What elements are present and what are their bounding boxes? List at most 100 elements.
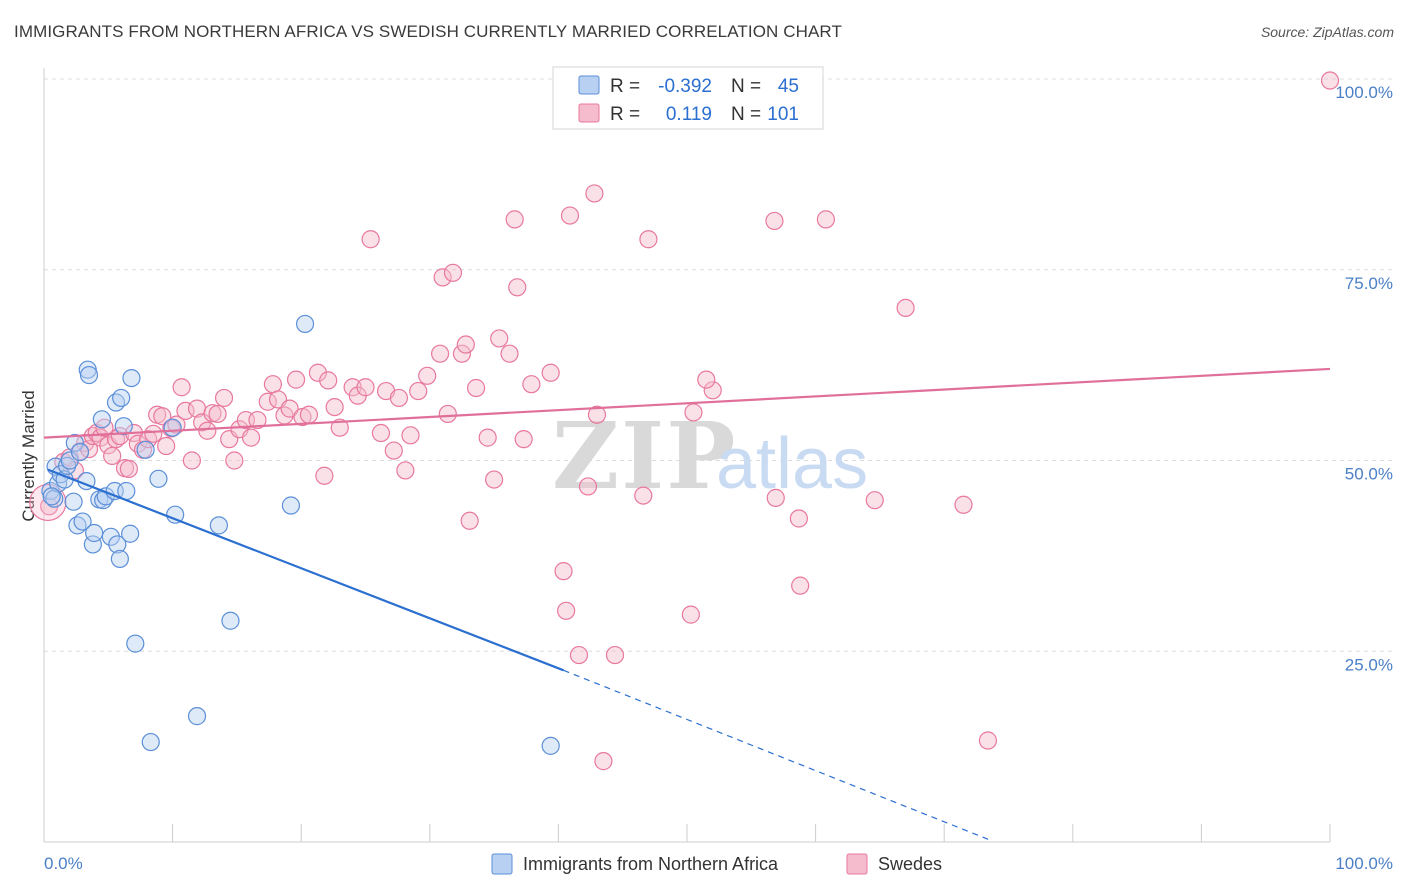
legend-n-label-pink: N = (731, 104, 761, 125)
northern-africa-point-32 (126, 634, 145, 653)
northern-africa-point-31 (122, 368, 141, 388)
swedes-point-67 (430, 344, 450, 363)
swedes-point-21 (144, 424, 163, 443)
swedes-point-47 (286, 370, 306, 389)
swedes-point-78 (500, 344, 519, 363)
swedes-extra-point-1 (789, 509, 808, 528)
watermark-zip: ZIP (552, 402, 737, 510)
northern-africa-point-12 (73, 512, 92, 531)
swedes-point-41 (248, 410, 267, 430)
swedes-point-66 (418, 366, 437, 385)
swedes-point-64 (401, 426, 420, 445)
gridlines (44, 78, 1393, 652)
swedes-point-68 (433, 268, 452, 287)
northern-africa-point-35 (149, 469, 168, 488)
legend-r-value-blue: -0.392 (658, 76, 712, 97)
swedes-point-63 (396, 461, 415, 480)
swedes-point-50 (308, 363, 328, 382)
swedes-point-83 (541, 363, 560, 382)
northern-africa-point-44 (42, 487, 61, 506)
swedes-extra-point-0 (697, 370, 716, 389)
northern-africa-point-37 (166, 505, 185, 524)
swedes-point-16 (119, 459, 138, 478)
swedes-extra-point-3 (865, 491, 884, 510)
x-axis-ticks (43, 824, 1331, 842)
y-tick-label-100: 100.0% (1335, 83, 1393, 102)
legend-swatch-pink (578, 103, 600, 123)
y-tick-labels: 25.0% 50.0% 75.0% 100.0% (1335, 83, 1393, 674)
northern-africa-point-28 (114, 417, 133, 436)
x-tick-label-max: 100.0% (1335, 854, 1393, 873)
swedes-point-98 (766, 488, 785, 507)
northern-africa-point-17 (85, 523, 104, 543)
swedes-point-82 (522, 375, 541, 394)
northern-africa-point-15 (79, 365, 99, 385)
swedes-point-73 (460, 511, 479, 530)
trend-line-northern-africa (47, 468, 564, 672)
bottom-legend-swatch-blue (491, 853, 513, 875)
swedes-point-70 (443, 263, 463, 282)
northern-africa-point-38 (187, 707, 207, 726)
series-northern-africa-points (41, 314, 560, 755)
swedes-point-100 (791, 576, 810, 595)
northern-africa-point-22 (101, 527, 120, 546)
swedes-point-75 (478, 428, 497, 447)
swedes-point-34 (208, 404, 227, 424)
bottom-legend-label-blue: Immigrants from Northern Africa (523, 854, 779, 874)
swedes-point-74 (466, 378, 486, 398)
y-tick-label-50: 50.0% (1345, 465, 1393, 484)
northern-africa-point-19 (92, 410, 111, 429)
x-tick-label-min: 0.0% (44, 854, 83, 873)
swedes-point-24 (157, 436, 176, 456)
swedes-point-29 (182, 451, 201, 470)
swedes-point-51 (315, 466, 334, 485)
swedes-point-28 (176, 401, 195, 421)
swedes-point-81 (514, 430, 533, 449)
northern-africa-point-34 (141, 732, 160, 752)
swedes-point-94 (634, 486, 653, 505)
watermark-atlas: atlas (716, 424, 868, 504)
bottom-legend-swatch-pink (846, 853, 868, 875)
swedes-point-85 (557, 601, 576, 620)
swedes-point-23 (153, 407, 172, 426)
swedes-cluster-point (29, 483, 67, 522)
swedes-point-35 (214, 388, 234, 408)
northern-africa-point-25 (108, 535, 127, 554)
legend-r-value-pink: 0.119 (666, 104, 712, 125)
series-legend: Immigrants from Northern Africa Swedes (491, 853, 942, 875)
swedes-point-69 (438, 404, 457, 424)
legend-swatch-blue (578, 75, 600, 95)
northern-africa-point-26 (110, 549, 129, 569)
swedes-point-97 (703, 381, 722, 400)
swedes-point-72 (456, 335, 475, 354)
swedes-point-43 (263, 375, 283, 394)
swedes-point-96 (684, 403, 703, 422)
y-axis-title: Currently Married (19, 390, 38, 521)
swedes-point-20 (139, 430, 158, 449)
northern-africa-point-43 (541, 736, 560, 755)
swedes-extra-point-6 (978, 731, 998, 750)
stats-legend: R = -0.392 N = 45 R = 0.119 N = 101 (552, 66, 824, 130)
swedes-point-32 (198, 421, 217, 440)
swedes-point-46 (280, 399, 299, 418)
northern-africa-point-1 (45, 489, 64, 508)
northern-africa-point-36 (163, 418, 182, 437)
swedes-point-90 (587, 405, 607, 424)
northern-africa-point-39 (209, 516, 228, 535)
swedes-point-91 (605, 645, 625, 665)
swedes-point-52 (319, 371, 338, 390)
legend-r-label-blue: R = (610, 76, 640, 97)
northern-africa-point-42 (295, 314, 315, 334)
northern-africa-point-30 (121, 524, 140, 543)
legend-r-label-pink: R = (610, 104, 640, 125)
swedes-extra-point-4 (896, 298, 915, 317)
swedes-point-33 (203, 404, 222, 423)
northern-africa-point-27 (112, 388, 131, 408)
legend-n-value-pink: 101 (767, 104, 799, 125)
swedes-point-61 (384, 441, 403, 460)
legend-n-value-blue: 45 (778, 76, 799, 97)
bottom-legend-label-pink: Swedes (878, 854, 942, 874)
swedes-point-92 (594, 752, 613, 771)
swedes-point-49 (299, 405, 319, 424)
